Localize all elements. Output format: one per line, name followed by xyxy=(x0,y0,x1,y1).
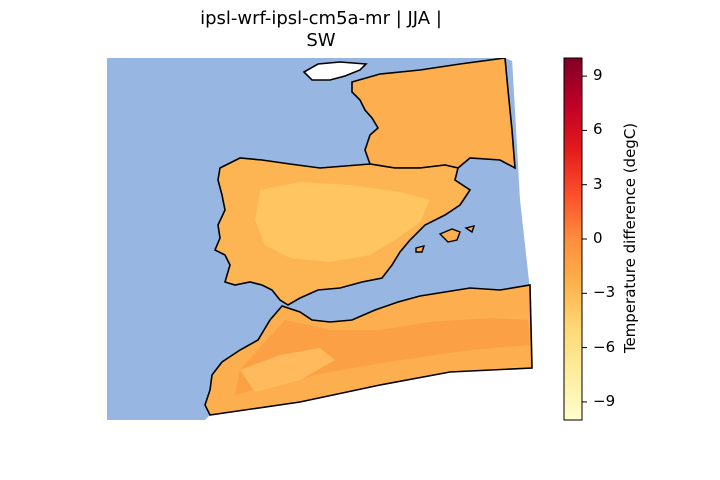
land-france xyxy=(351,58,516,170)
title-line-2: SW xyxy=(306,30,336,51)
land-ibiza xyxy=(415,245,426,253)
africa-warm-band xyxy=(235,318,530,395)
colorbar-tick-label: −6 xyxy=(593,337,616,356)
colorbar-tick-label: 3 xyxy=(593,174,603,193)
iberia-interior xyxy=(255,182,430,262)
land-brittany xyxy=(302,61,368,81)
colorbar-label: Temperature difference (degC) xyxy=(621,122,639,354)
land-menorca xyxy=(464,225,476,234)
africa-cool-patch xyxy=(240,348,335,392)
domain-gap-bottom xyxy=(205,368,535,420)
colorbar-tick-label: 9 xyxy=(593,66,603,85)
colorbar-tick-label: 6 xyxy=(593,120,603,139)
colorbar-tick-label: −9 xyxy=(593,391,616,410)
land-mallorca xyxy=(438,228,461,243)
map-title: ipsl-wrf-ipsl-cm5a-mr | JJA | SW xyxy=(107,8,535,52)
domain-gap-top xyxy=(270,58,535,70)
colorbar-ticks xyxy=(582,75,587,403)
domain-gap-right xyxy=(505,58,535,370)
colorbar-tick-label: 0 xyxy=(593,229,603,247)
colorbar xyxy=(563,57,583,421)
colorbar-tick-label: −3 xyxy=(593,283,616,302)
title-line-1: ipsl-wrf-ipsl-cm5a-mr | JJA | xyxy=(200,8,442,29)
